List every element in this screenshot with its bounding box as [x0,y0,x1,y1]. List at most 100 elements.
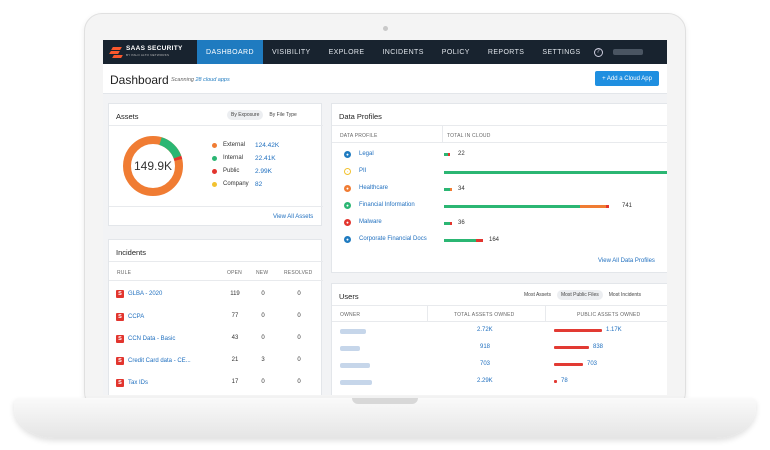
owner-name[interactable] [340,380,372,385]
data-profiles-title: Data Profiles [339,112,382,121]
data-profile-row[interactable]: ◦ PII [344,165,366,177]
incident-rule[interactable]: Credit Card data - CE... [128,358,191,364]
nav-explore[interactable]: EXPLORE [328,48,365,56]
by-exposure-tab[interactable]: By Exposure [227,110,264,120]
nav-dashboard[interactable]: DASHBOARD [197,40,263,64]
user-public-assets[interactable]: 838 [593,344,604,350]
incident-open: 17 [231,379,239,385]
nav-policy[interactable]: POLICY [441,48,470,56]
user-public-bar [554,329,602,332]
incident-resolved: 0 [297,357,301,363]
user-total-assets[interactable]: 2.29K [477,378,493,384]
incident-resolved: 0 [297,335,301,341]
external-value[interactable]: 124.42K [255,142,280,149]
col-owner: OWNER [340,312,361,318]
data-profile-name[interactable]: Healthcare [359,185,389,191]
data-profile-row[interactable]: ● Corporate Financial Docs [344,233,427,245]
incident-rule[interactable]: GLBA - 2020 [128,291,163,297]
incident-row[interactable]: S CCPA [116,310,316,324]
user-total-assets[interactable]: 2.72K [477,327,493,333]
financial-value: 741 [622,203,633,209]
product-logo[interactable]: SAAS SECURITY BY PALO ALTO NETWORKS [103,40,197,64]
incident-rule[interactable]: CCN Data - Basic [128,336,176,342]
user-total-assets[interactable]: 918 [480,344,491,350]
data-profile-name[interactable]: PII [359,168,367,174]
incident-row[interactable]: S Credit Card data - CE... [116,354,316,368]
assets-total: 149.9K [134,159,172,173]
nav-reports[interactable]: REPORTS [487,48,525,56]
view-all-assets-link[interactable]: View All Assets [273,214,314,220]
company-dot-icon [212,181,217,187]
user-public-assets[interactable]: 78 [561,378,568,384]
corporate-docs-value: 164 [489,237,500,243]
data-profile-name[interactable]: Corporate Financial Docs [359,236,427,242]
user-public-bar [554,346,589,349]
user-public-assets[interactable]: 703 [587,361,598,367]
legend-company: Company [212,181,249,187]
col-open: OPEN [227,270,242,276]
most-incidents-tab[interactable]: Most Incidents [608,292,641,298]
pii-bar [444,171,667,174]
incident-row[interactable]: S CCN Data - Basic [116,332,316,346]
data-profile-name[interactable]: Financial Information [359,202,415,208]
corporate-docs-icon: ● [344,235,351,243]
incident-new: 0 [261,335,265,341]
user-menu[interactable] [612,49,643,55]
incident-new: 0 [261,379,265,385]
malware-bar [444,222,452,225]
logo-title: SAAS SECURITY [126,45,183,52]
incident-open: 119 [230,291,240,297]
by-file-type-tab[interactable]: By File Type [269,112,297,118]
incident-row[interactable]: S Tax IDs [116,376,316,390]
logo-icon [109,46,123,58]
legal-bar [444,153,450,156]
owner-name[interactable] [340,346,360,351]
owner-name[interactable] [340,363,370,368]
incident-rule[interactable]: CCPA [128,314,145,320]
healthcare-icon: ● [344,184,351,192]
severity-badge: S [116,379,124,387]
incident-row[interactable]: S GLBA - 2020 [116,287,316,301]
legend-internal: Internal [212,155,243,161]
legend-external: External [212,142,245,148]
malware-icon: ● [344,218,351,226]
external-dot-icon [212,142,217,148]
malware-value: 36 [458,220,465,226]
data-profile-name[interactable]: Malware [359,219,382,225]
assets-donut-chart: 149.9K [123,136,183,196]
public-dot-icon [212,168,217,174]
data-profile-name[interactable]: Legal [359,151,374,157]
nav-visibility[interactable]: VISIBILITY [271,48,311,56]
data-profile-row[interactable]: ● Healthcare [344,182,388,194]
incident-resolved: 0 [297,379,301,385]
users-title: Users [339,292,359,301]
most-assets-tab[interactable]: Most Assets [524,292,551,298]
nav-incidents[interactable]: INCIDENTS [382,48,424,56]
user-total-assets[interactable]: 703 [480,361,491,367]
financial-bar [444,205,609,208]
cloud-apps-link[interactable]: 28 cloud apps [195,77,230,83]
owner-name[interactable] [340,329,366,334]
view-all-data-profiles-link[interactable]: View All Data Profiles [598,258,655,264]
add-cloud-app-button[interactable]: + Add a Cloud App [595,71,659,86]
internal-value[interactable]: 22.41K [255,155,276,162]
users-card: Users Most Assets Most Public Files Most… [331,283,667,395]
user-public-assets[interactable]: 1.17K [606,327,622,333]
data-profile-row[interactable]: ● Malware [344,216,382,228]
legend-internal-label: Internal [223,155,244,161]
incident-new: 0 [261,291,265,297]
incident-rule[interactable]: Tax IDs [128,380,149,386]
incidents-title: Incidents [116,248,147,257]
user-public-bar [554,380,557,383]
company-value[interactable]: 82 [255,181,263,188]
public-value[interactable]: 2.99K [255,168,272,175]
internal-dot-icon [212,155,217,161]
help-icon[interactable]: ? [593,47,603,57]
data-profile-row[interactable]: ● Legal [344,148,374,160]
most-public-files-tab[interactable]: Most Public Files [556,290,603,300]
severity-badge: S [116,357,124,365]
assets-title: Assets [116,112,139,121]
data-profile-row[interactable]: ● Financial Information [344,199,415,211]
healthcare-bar [444,188,452,191]
nav-settings[interactable]: SETTINGS [542,48,581,56]
